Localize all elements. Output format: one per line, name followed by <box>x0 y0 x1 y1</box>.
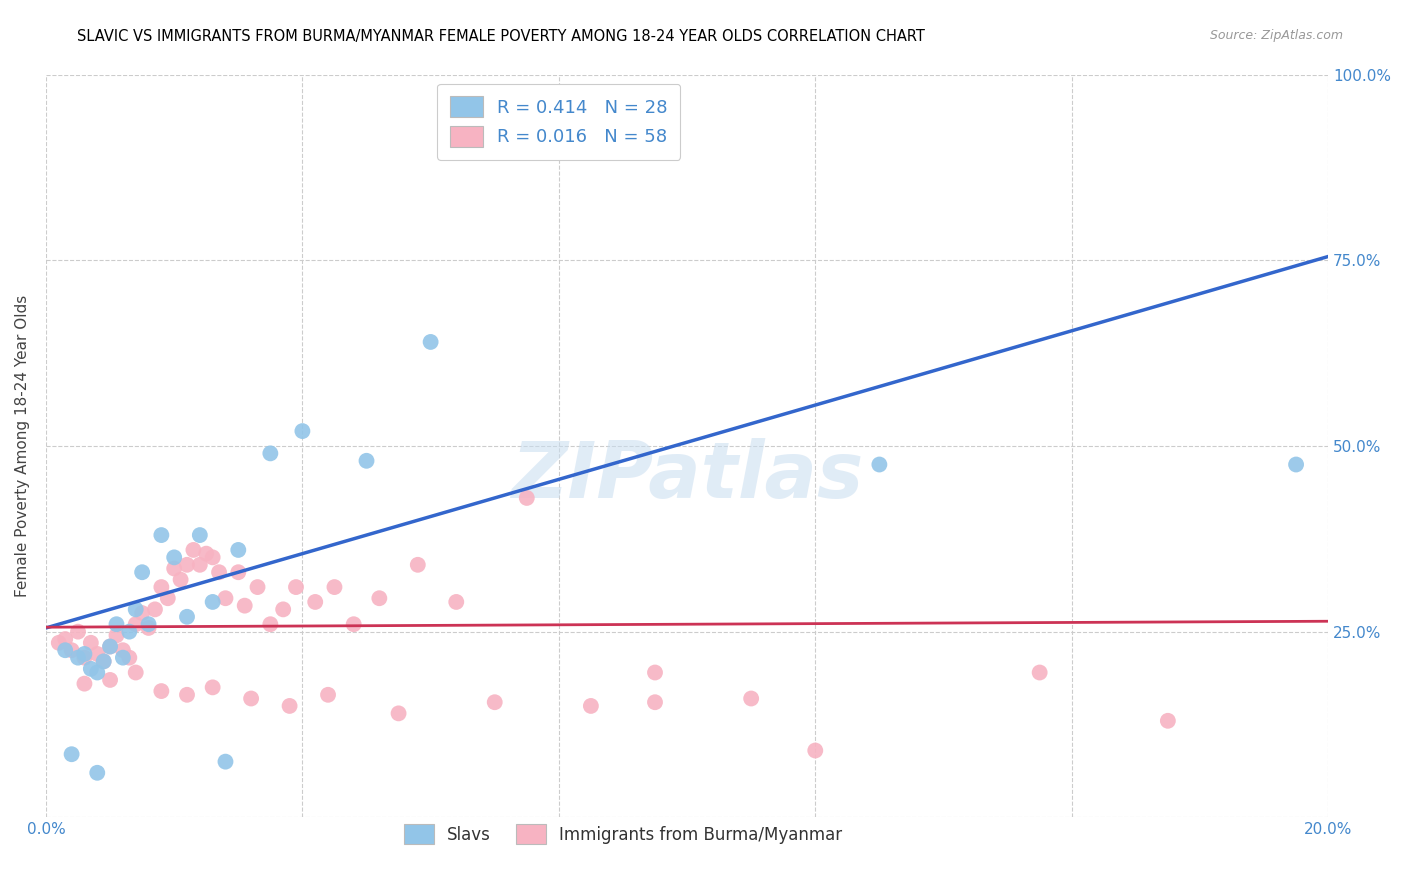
Point <box>105 628 128 642</box>
Point <box>740 691 762 706</box>
Point <box>73 676 96 690</box>
Point <box>176 688 198 702</box>
Point <box>86 665 108 680</box>
Point <box>259 446 281 460</box>
Point <box>201 595 224 609</box>
Point <box>93 654 115 668</box>
Point <box>387 706 409 721</box>
Point <box>208 566 231 580</box>
Point <box>188 528 211 542</box>
Point <box>214 591 236 606</box>
Point <box>644 695 666 709</box>
Point <box>201 550 224 565</box>
Y-axis label: Female Poverty Among 18-24 Year Olds: Female Poverty Among 18-24 Year Olds <box>15 295 30 597</box>
Point <box>868 458 890 472</box>
Point <box>356 454 378 468</box>
Legend: Slavs, Immigrants from Burma/Myanmar: Slavs, Immigrants from Burma/Myanmar <box>394 814 852 854</box>
Point <box>138 617 160 632</box>
Point <box>176 609 198 624</box>
Point <box>131 566 153 580</box>
Point <box>98 640 121 654</box>
Point <box>86 765 108 780</box>
Point <box>579 698 602 713</box>
Point <box>163 561 186 575</box>
Point <box>214 755 236 769</box>
Point <box>98 673 121 687</box>
Point <box>53 632 76 646</box>
Point <box>804 743 827 757</box>
Point <box>285 580 308 594</box>
Point <box>125 602 148 616</box>
Point <box>118 650 141 665</box>
Point <box>125 665 148 680</box>
Point <box>233 599 256 613</box>
Point <box>406 558 429 572</box>
Point <box>516 491 538 505</box>
Text: SLAVIC VS IMMIGRANTS FROM BURMA/MYANMAR FEMALE POVERTY AMONG 18-24 YEAR OLDS COR: SLAVIC VS IMMIGRANTS FROM BURMA/MYANMAR … <box>77 29 925 44</box>
Point <box>125 617 148 632</box>
Point <box>195 547 218 561</box>
Point <box>169 573 191 587</box>
Point <box>105 617 128 632</box>
Point <box>226 566 249 580</box>
Text: ZIPatlas: ZIPatlas <box>510 438 863 514</box>
Text: Source: ZipAtlas.com: Source: ZipAtlas.com <box>1209 29 1343 42</box>
Point <box>66 624 89 639</box>
Point <box>150 684 173 698</box>
Point <box>304 595 326 609</box>
Point <box>271 602 294 616</box>
Point <box>60 643 83 657</box>
Point <box>86 647 108 661</box>
Point <box>111 650 134 665</box>
Point <box>80 662 103 676</box>
Point <box>246 580 269 594</box>
Point <box>143 602 166 616</box>
Point <box>163 550 186 565</box>
Point <box>156 591 179 606</box>
Point <box>201 681 224 695</box>
Point <box>446 595 468 609</box>
Point <box>1285 458 1308 472</box>
Point <box>131 606 153 620</box>
Point <box>138 621 160 635</box>
Point <box>183 543 205 558</box>
Point <box>278 698 301 713</box>
Point <box>323 580 346 594</box>
Point <box>188 558 211 572</box>
Point <box>226 543 249 558</box>
Point <box>73 650 96 665</box>
Point <box>259 617 281 632</box>
Point <box>66 650 89 665</box>
Point <box>1157 714 1180 728</box>
Point <box>60 747 83 762</box>
Point <box>80 636 103 650</box>
Point <box>484 695 506 709</box>
Point <box>240 691 263 706</box>
Point <box>150 528 173 542</box>
Point <box>176 558 198 572</box>
Point <box>291 424 314 438</box>
Point <box>1028 665 1050 680</box>
Point <box>419 334 441 349</box>
Point <box>93 654 115 668</box>
Point <box>98 640 121 654</box>
Point <box>368 591 391 606</box>
Point <box>316 688 339 702</box>
Point <box>644 665 666 680</box>
Point <box>53 643 76 657</box>
Point <box>111 643 134 657</box>
Point <box>48 636 70 650</box>
Point <box>73 647 96 661</box>
Point <box>150 580 173 594</box>
Point <box>118 624 141 639</box>
Point <box>343 617 366 632</box>
